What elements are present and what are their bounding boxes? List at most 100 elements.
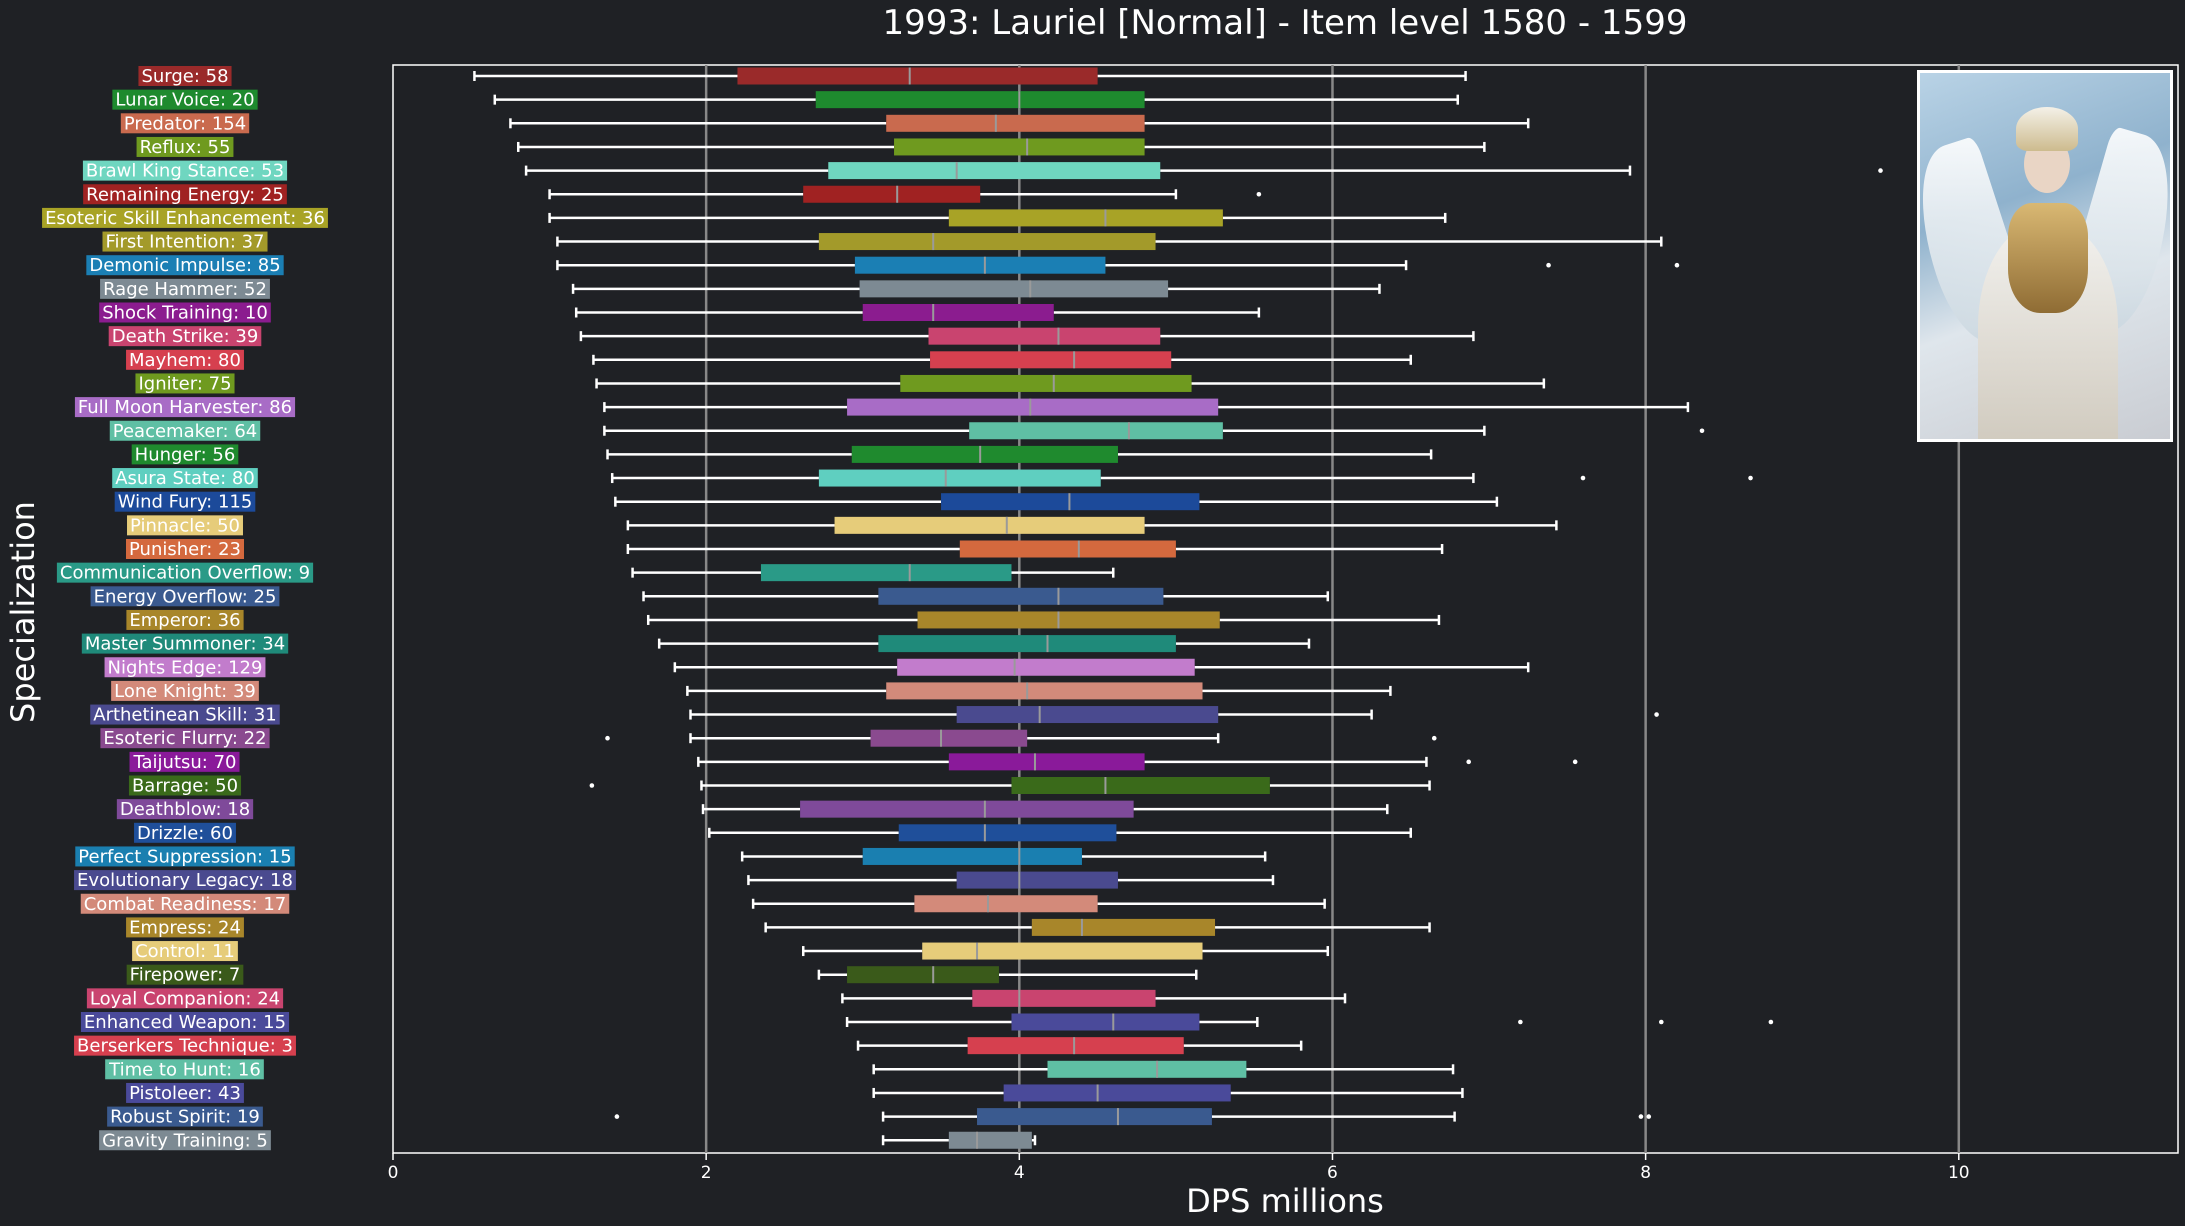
y-category-label: Control: 11 — [135, 941, 235, 962]
plot-frame — [392, 64, 2179, 1154]
y-category-label: Remaining Energy: 25 — [86, 184, 284, 205]
y-category-label: Shock Training: 10 — [102, 303, 268, 324]
outlier-point — [1768, 1019, 1774, 1025]
y-category-label-bg — [135, 373, 235, 394]
y-category-label-bg — [86, 255, 284, 276]
y-category-label-bg — [56, 562, 314, 583]
y-category-label-bg — [111, 680, 259, 701]
y-category-label-bg — [80, 893, 290, 914]
y-category-label: Robust Spirit: 19 — [110, 1107, 260, 1128]
y-category-label-bg — [105, 1059, 264, 1080]
chart-title: 1993: Lauriel [Normal] - Item level 1580… — [883, 3, 1688, 43]
x-tick-label: 6 — [1327, 1163, 1338, 1183]
outlier-point — [1748, 475, 1753, 481]
y-category-label: Energy Overflow: 25 — [94, 586, 277, 607]
y-category-label-bg — [90, 704, 280, 725]
y-category-label-bg — [75, 846, 295, 867]
box — [977, 1108, 1212, 1126]
outlier-point — [1674, 262, 1680, 268]
y-category-label: Demonic Impulse: 85 — [89, 255, 280, 276]
y-category-label: Rage Hammer: 52 — [103, 279, 267, 300]
box — [878, 587, 1164, 605]
box — [870, 729, 1028, 747]
outlier-point — [1699, 428, 1705, 434]
x-tick-label: 2 — [701, 1163, 712, 1183]
x-axis: 0 2 4 6 8 10 — [388, 1153, 1970, 1183]
box — [897, 658, 1195, 676]
y-category-label-bg — [132, 941, 238, 962]
box — [956, 706, 1219, 724]
y-category-label-bg — [109, 420, 261, 441]
box — [886, 682, 1203, 700]
outlier-point — [1518, 1019, 1523, 1025]
y-category-label-bg — [126, 917, 244, 938]
box — [815, 91, 1145, 109]
y-category-label: Surge: 58 — [141, 66, 228, 87]
outlier-point — [589, 783, 595, 788]
outlier-point — [1256, 191, 1262, 197]
x-axis-label: DPS millions — [1186, 1182, 1384, 1220]
box — [922, 942, 1203, 960]
y-category-label: Evolutionary Legacy: 18 — [77, 870, 293, 891]
y-category-label-bg — [127, 515, 243, 536]
box — [967, 1037, 1184, 1055]
y-category-label-bg — [112, 468, 258, 489]
box — [894, 138, 1145, 156]
y-category-label-bg — [134, 822, 236, 843]
box — [886, 114, 1145, 132]
outlier-point — [614, 1114, 620, 1119]
outlier-point — [1572, 759, 1578, 765]
y-category-label-bg — [100, 728, 270, 749]
portrait-armor — [2008, 203, 2088, 313]
y-category-label: Drizzle: 60 — [137, 823, 233, 844]
y-category-label-bg — [120, 113, 250, 134]
y-category-label-bg — [74, 870, 296, 891]
outlier-point — [1658, 1019, 1664, 1025]
box — [834, 516, 1145, 534]
box — [930, 351, 1172, 369]
y-category-label: Barrage: 50 — [132, 776, 238, 797]
box — [917, 611, 1220, 629]
y-category-label-bg — [99, 1130, 271, 1151]
outlier-point — [1654, 712, 1659, 717]
box — [828, 162, 1161, 180]
outlier-point — [605, 735, 610, 741]
y-category-label-bg — [131, 444, 239, 465]
y-category-label-bg — [126, 609, 244, 630]
y-category-label-bg — [126, 539, 244, 559]
box — [800, 800, 1134, 818]
y-category-label: Lone Knight: 39 — [114, 681, 256, 702]
y-category-label: Combat Readiness: 17 — [84, 894, 287, 915]
y-category-label: Esoteric Skill Enhancement: 36 — [45, 208, 325, 229]
y-category-label-bg — [129, 751, 240, 772]
y-category-label: Wind Fury: 115 — [118, 492, 253, 513]
box — [948, 209, 1223, 227]
box — [847, 966, 999, 984]
box — [948, 1131, 1032, 1149]
y-category-label: Full Moon Harvester: 86 — [78, 397, 292, 418]
box — [854, 256, 1106, 274]
outlier-point — [1638, 1114, 1644, 1119]
box — [1011, 1013, 1200, 1031]
y-category-label: Nights Edge: 129 — [108, 657, 263, 678]
y-category-label-bg — [81, 633, 289, 654]
y-category-label: Master Summoner: 34 — [85, 634, 285, 655]
box — [972, 989, 1156, 1007]
box-series — [473, 67, 1883, 1149]
x-tick-label: 8 — [1640, 1163, 1651, 1183]
portrait-crown — [2016, 107, 2078, 151]
y-category-label: Asura State: 80 — [115, 468, 255, 489]
box — [851, 445, 1118, 463]
box — [1003, 1084, 1231, 1102]
y-category-label: Brawl King Stance: 53 — [86, 161, 284, 182]
y-category-label: First Intention: 37 — [105, 232, 264, 253]
box — [1011, 777, 1270, 794]
reference-lines — [704, 65, 1961, 1153]
y-category-label: Firepower: 7 — [130, 965, 241, 986]
y-category-label-bg — [126, 964, 244, 985]
y-category-label: Perfect Suppression: 15 — [78, 846, 291, 867]
y-category-label: Punisher: 23 — [129, 539, 241, 560]
y-category-label-bg — [114, 491, 256, 512]
